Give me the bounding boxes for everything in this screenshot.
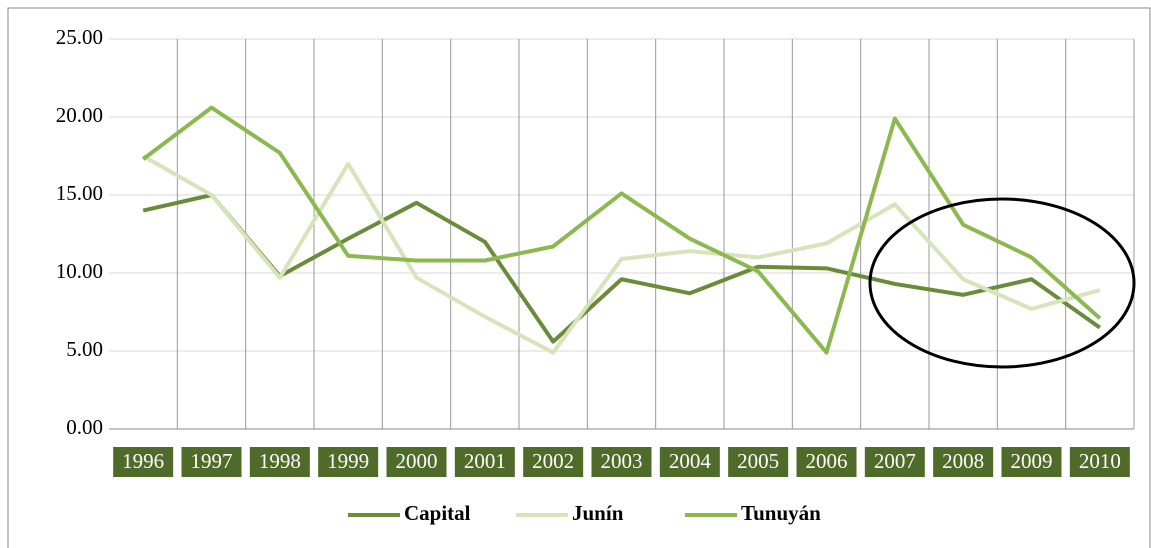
series-line <box>142 154 1101 355</box>
series-line <box>141 105 1102 355</box>
x-tick-label: 1998 <box>259 449 301 473</box>
x-tick-box <box>933 447 994 477</box>
series-line <box>142 193 1101 344</box>
x-tick-box <box>181 447 242 477</box>
x-tick-box <box>796 447 857 477</box>
x-tick-label: 2000 <box>396 449 438 473</box>
y-tick-label: 20.00 <box>56 103 103 127</box>
x-tick-label: 2001 <box>464 449 506 473</box>
x-tick-label: 1999 <box>327 449 369 473</box>
x-tick-label: 2005 <box>737 449 779 473</box>
y-tick-label: 25.00 <box>56 25 103 49</box>
legend-label: Junín <box>572 501 624 525</box>
x-tick-label: 2007 <box>874 449 916 473</box>
y-tick-label: 5.00 <box>66 337 103 361</box>
x-tick-box <box>1001 447 1062 477</box>
x-tick-box <box>249 447 310 477</box>
x-tick-box <box>591 447 652 477</box>
y-tick-label: 15.00 <box>56 181 103 205</box>
x-tick-label: 2010 <box>1079 449 1121 473</box>
x-tick-label: 2002 <box>532 449 574 473</box>
x-tick-box <box>1069 447 1130 477</box>
x-tick-label: 2009 <box>1011 449 1053 473</box>
x-tick-box <box>864 447 925 477</box>
chart-frame <box>7 7 1151 548</box>
x-tick-label: 1996 <box>122 449 164 473</box>
y-tick-label: 10.00 <box>56 259 103 283</box>
x-tick-box <box>728 447 789 477</box>
legend-label: Tunuyán <box>741 501 821 525</box>
x-tick-label: 1997 <box>191 449 233 473</box>
y-tick-label: 0.00 <box>66 415 103 439</box>
x-tick-box <box>454 447 515 477</box>
x-tick-box <box>523 447 584 477</box>
x-tick-box <box>113 447 174 477</box>
legend-label: Capital <box>404 501 471 525</box>
x-tick-label: 2003 <box>601 449 643 473</box>
highlight-circle <box>868 197 1136 369</box>
x-tick-label: 2008 <box>942 449 984 473</box>
x-tick-label: 2004 <box>669 449 712 473</box>
x-tick-label: 2006 <box>806 449 848 473</box>
x-tick-box <box>386 447 447 477</box>
x-tick-box <box>318 447 379 477</box>
x-tick-box <box>659 447 720 477</box>
